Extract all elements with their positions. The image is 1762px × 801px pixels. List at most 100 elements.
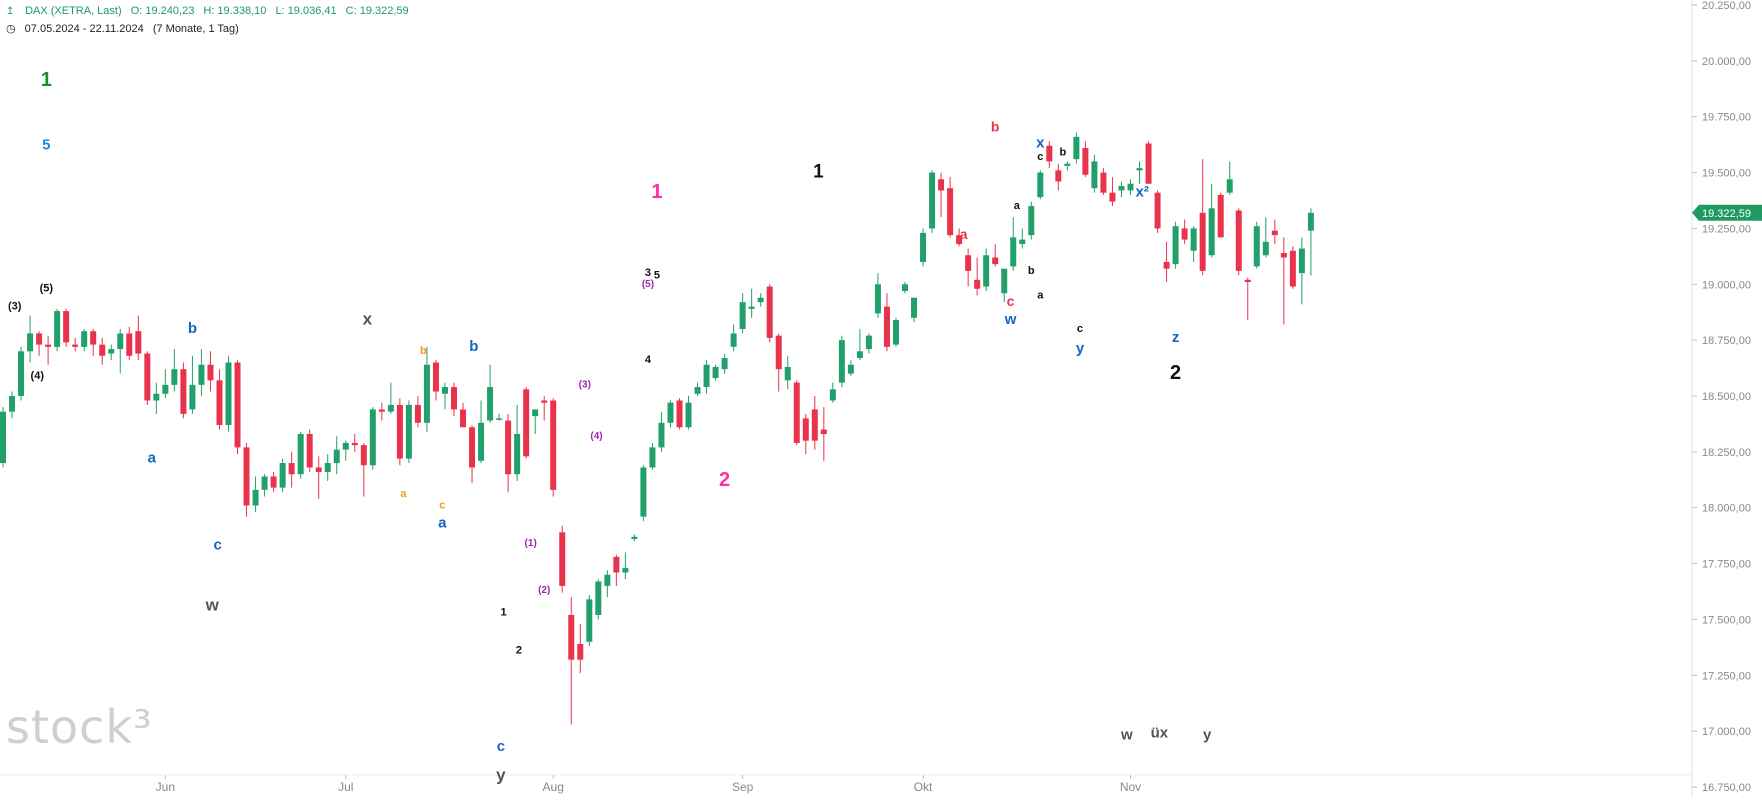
candle-body xyxy=(847,364,854,374)
candle-body xyxy=(694,387,701,394)
candle-body xyxy=(595,581,602,615)
candle-body xyxy=(974,279,981,289)
candle-body xyxy=(1046,145,1053,162)
wave-label: 2 xyxy=(1170,362,1181,384)
candle-body xyxy=(261,476,268,490)
y-tick-label: 20.250,00 xyxy=(1702,0,1751,12)
candle-body xyxy=(856,351,863,359)
candle xyxy=(1235,208,1242,276)
candle xyxy=(270,471,277,493)
candle xyxy=(18,346,25,401)
candle-body xyxy=(9,396,16,412)
candle-body xyxy=(333,449,340,464)
candle-body xyxy=(216,380,223,426)
candle xyxy=(351,433,358,452)
candle-body xyxy=(270,476,277,488)
candle-body xyxy=(288,463,295,475)
candle xyxy=(288,451,295,488)
candle-body xyxy=(784,366,791,381)
wave-label: w xyxy=(1004,311,1017,328)
y-tick-label: 17.000,00 xyxy=(1702,726,1751,738)
x-tick-label: Jul xyxy=(338,780,353,794)
candle-body xyxy=(0,411,6,464)
candle xyxy=(1208,183,1215,258)
candle xyxy=(703,360,710,394)
candle xyxy=(207,351,214,392)
ohlc-header: ↥ DAX (XETRA, Last) O: 19.240,23 H: 19.3… xyxy=(6,5,415,17)
chart-line-icon: ↥ xyxy=(6,6,15,17)
candle-body xyxy=(1136,168,1143,171)
candle-body xyxy=(514,433,521,475)
candle xyxy=(1091,154,1098,193)
wave-label: a xyxy=(1014,200,1021,212)
candle xyxy=(640,465,647,522)
candle-body xyxy=(865,335,872,350)
wave-label: (4) xyxy=(590,431,602,442)
wave-label: c xyxy=(214,537,222,554)
candle-body xyxy=(1091,161,1098,189)
candle xyxy=(1172,221,1179,269)
candle-body xyxy=(1190,228,1197,251)
candle-body xyxy=(883,306,890,347)
candle xyxy=(938,172,945,218)
candle xyxy=(766,284,773,343)
candle xyxy=(757,293,764,307)
wave-label: b xyxy=(469,338,478,355)
candle-body xyxy=(405,404,412,459)
candle-body xyxy=(992,257,999,265)
wave-label: (5) xyxy=(642,279,654,290)
y-tick-label: 18.500,00 xyxy=(1702,391,1751,403)
candle xyxy=(324,454,331,481)
candle xyxy=(856,328,863,361)
candle-body xyxy=(965,255,972,271)
wave-label: 5 xyxy=(42,137,50,154)
candle-body xyxy=(541,400,548,403)
wave-label: 1 xyxy=(651,181,662,203)
symbol-label: DAX (XETRA, Last) xyxy=(25,5,122,17)
candle xyxy=(451,382,457,417)
wave-label: c xyxy=(1037,151,1043,163)
candle xyxy=(469,425,476,484)
candle xyxy=(387,382,394,414)
wave-label: üx xyxy=(1151,724,1169,741)
candle xyxy=(604,570,611,598)
candle-body xyxy=(135,331,142,354)
candle xyxy=(1199,159,1206,276)
candle xyxy=(342,440,349,461)
x-tick-label: Nov xyxy=(1120,780,1141,794)
candle xyxy=(1244,277,1251,321)
candle-body xyxy=(811,409,818,441)
candle xyxy=(586,594,593,647)
candle-body xyxy=(189,384,196,410)
candle-body xyxy=(929,172,936,229)
wave-label: w xyxy=(205,596,220,615)
candle-body xyxy=(956,235,963,245)
candle-body xyxy=(1298,248,1305,274)
wave-label: a xyxy=(960,226,968,242)
candle-body xyxy=(378,409,385,412)
candle xyxy=(1064,161,1071,171)
candle xyxy=(144,351,151,405)
candle-body xyxy=(297,433,304,475)
candle xyxy=(947,177,954,238)
last-price-text: 19.322,59 xyxy=(1702,208,1751,220)
x-tick-label: Okt xyxy=(914,780,933,794)
candle-body xyxy=(1226,179,1233,193)
candle-body xyxy=(829,389,836,401)
candle-body xyxy=(153,393,160,401)
candle-body xyxy=(640,467,647,517)
candle-body xyxy=(1127,183,1134,191)
candle-body xyxy=(54,311,61,347)
candle xyxy=(1127,179,1134,195)
candle xyxy=(775,333,782,392)
wave-label: (4) xyxy=(31,370,45,382)
candle xyxy=(911,297,918,323)
candle-body xyxy=(667,402,674,423)
low-value: L: 19.036,41 xyxy=(275,5,337,17)
candle xyxy=(315,456,322,499)
candle-body xyxy=(1145,143,1152,184)
wave-label: b xyxy=(991,119,1000,135)
candle xyxy=(829,382,836,403)
